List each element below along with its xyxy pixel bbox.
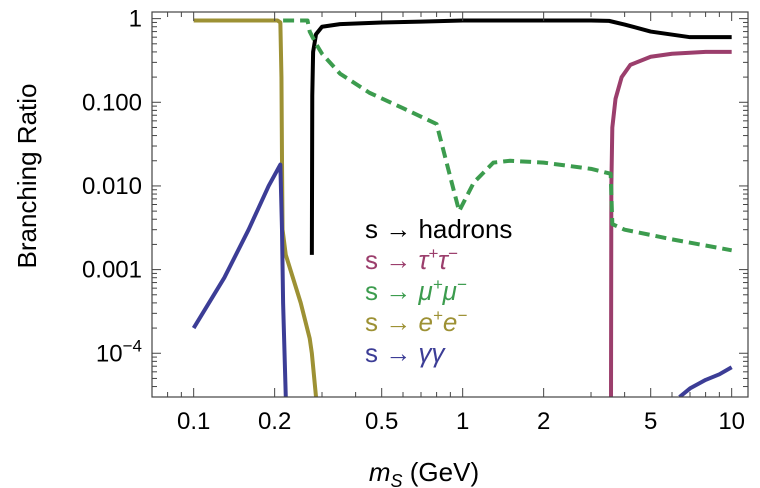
x-tick-label: 10 [718, 408, 745, 435]
series-line-ee [193, 18, 319, 397]
y-tick-label: 10−4 [96, 336, 142, 367]
series-line-gammagamma [191, 162, 288, 397]
axes: 0.1 0.2 0.5 1 2 5 10 1 0.100 0.010 0.001 10−4 [82, 6, 749, 435]
y-tick-label: 0.001 [82, 257, 142, 284]
legend-entry-mumu: s → μ+μ−​ [365, 275, 467, 306]
series-group [191, 18, 733, 397]
y-tick-label: 1 [129, 6, 142, 33]
y-axis-title: Branching Ratio [12, 84, 42, 269]
y-tick-label: 0.010 [82, 173, 142, 200]
legend-entry-gammagamma: s → γγ [365, 338, 446, 368]
legend-entry-tautau: s → τ+τ−​ [365, 244, 458, 275]
x-tick-label: 0.1 [177, 408, 210, 435]
series-line-gammagamma-2 [678, 365, 733, 397]
y-tick-label: 0.100 [82, 89, 142, 116]
x-tick-label: 5 [644, 408, 657, 435]
x-tick-label: 0.5 [365, 408, 398, 435]
x-axis-title: mS (GeV) [369, 457, 479, 488]
legend-entry-ee: s → e+e−​ [365, 306, 467, 337]
plot-frame [151, 11, 749, 398]
x-tick-label: 2 [537, 408, 550, 435]
series-line-tautau [609, 49, 732, 397]
legend-entry-hadrons: s → hadrons [365, 214, 512, 244]
series-line-hadrons [309, 18, 732, 255]
series-line-mumu [283, 18, 733, 253]
x-tick-label: 1 [456, 408, 469, 435]
x-tick-label: 0.2 [258, 408, 291, 435]
